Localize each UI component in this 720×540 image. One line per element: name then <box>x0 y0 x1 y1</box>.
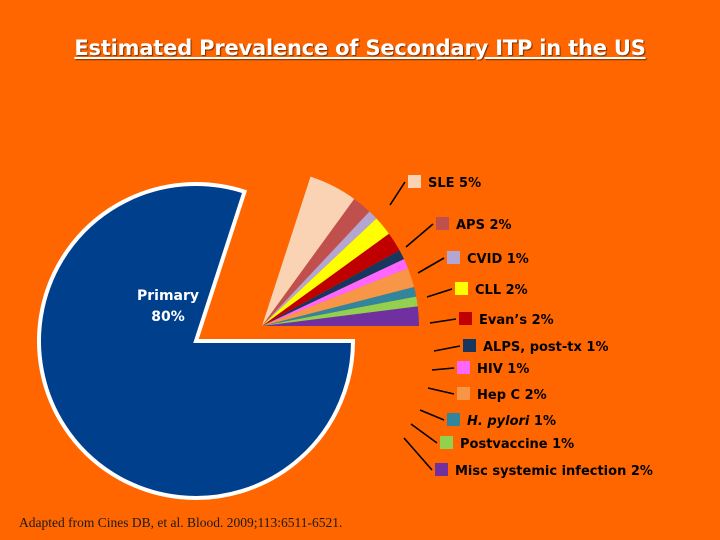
legend-swatch <box>440 436 453 449</box>
legend-swatch <box>436 217 449 230</box>
legend-label: HIV 1% <box>477 362 529 377</box>
leader-line <box>410 423 438 444</box>
pie-slice-9 <box>262 286 417 326</box>
legend-swatch <box>457 361 470 374</box>
leader-line <box>403 437 433 471</box>
legend-label: ALPS, post-tx 1% <box>483 340 608 355</box>
leader-line <box>433 345 461 352</box>
legend-swatch <box>455 282 468 295</box>
pie-slices <box>37 176 419 500</box>
primary-label-name: Primary <box>137 288 199 304</box>
citation: Adapted from Cines DB, et al. Blood. 200… <box>19 515 343 530</box>
legend-swatch <box>408 175 421 188</box>
slide-title: Estimated Prevalence of Secondary ITP in… <box>74 36 646 60</box>
legend-label: Postvaccine 1% <box>460 437 574 452</box>
legend-swatch <box>435 463 448 476</box>
legend: SLE 5% APS 2% CVID 1% CLL 2% Evan’s 2% ALPS, … <box>408 175 653 479</box>
legend-label: SLE 5% <box>428 176 481 191</box>
pie-slice-6 <box>262 250 405 326</box>
leader-line <box>427 387 455 395</box>
legend-label: H. pylori 1% <box>467 414 556 429</box>
legend-label: Misc systemic infection 2% <box>455 464 653 479</box>
primary-label-value: 80% <box>151 309 185 325</box>
pie-slice-11 <box>262 306 419 326</box>
pie-slice-10 <box>262 296 418 326</box>
legend-label: CLL 2% <box>475 283 528 298</box>
leader-line <box>431 367 455 371</box>
primary-label: Primary 80% <box>137 288 199 325</box>
legend-label: APS 2% <box>456 218 512 233</box>
pie-slice-1 <box>262 176 355 326</box>
legend-label: Evan’s 2% <box>479 313 554 328</box>
leader-line <box>419 409 445 421</box>
pie-slice-7 <box>262 259 408 326</box>
pie-slice-4 <box>262 218 390 326</box>
leader-line <box>426 288 453 298</box>
leader-line <box>389 181 406 206</box>
legend-swatch <box>459 312 472 325</box>
leader-line <box>429 318 457 324</box>
legend-swatch <box>447 251 460 264</box>
legend-swatch <box>447 413 460 426</box>
legend-swatch <box>463 339 476 352</box>
legend-label: CVID 1% <box>467 252 529 267</box>
leader-lines <box>389 181 461 471</box>
pie-slice-5 <box>262 233 400 326</box>
pie-slice-2 <box>262 198 370 326</box>
pie-slice-8 <box>262 268 415 326</box>
leader-line <box>417 257 445 274</box>
pie-slice-primary <box>37 182 356 500</box>
legend-swatch <box>457 387 470 400</box>
legend-label: Hep C 2% <box>477 388 547 403</box>
leader-line <box>405 223 434 248</box>
pie-slice-3 <box>262 211 377 326</box>
